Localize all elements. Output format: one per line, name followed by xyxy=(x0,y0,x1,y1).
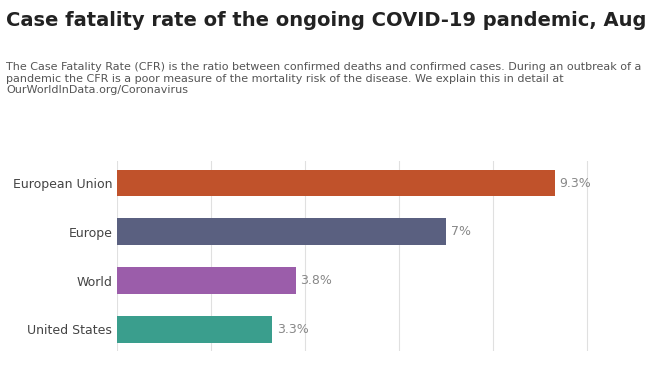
Text: Our World
in Data: Our World in Data xyxy=(567,16,626,38)
Text: 7%: 7% xyxy=(451,225,471,238)
Bar xyxy=(117,267,296,294)
Bar xyxy=(117,170,554,197)
Text: The Case Fatality Rate (CFR) is the ratio between confirmed deaths and confirmed: The Case Fatality Rate (CFR) is the rati… xyxy=(6,62,642,96)
Text: 3.3%: 3.3% xyxy=(277,323,309,336)
Text: Case fatality rate of the ongoing COVID-19 pandemic, Aug 6, 2020: Case fatality rate of the ongoing COVID-… xyxy=(6,11,650,30)
Text: 9.3%: 9.3% xyxy=(559,176,591,190)
Bar xyxy=(117,219,447,245)
Text: 3.8%: 3.8% xyxy=(300,274,332,287)
Bar xyxy=(117,316,272,343)
